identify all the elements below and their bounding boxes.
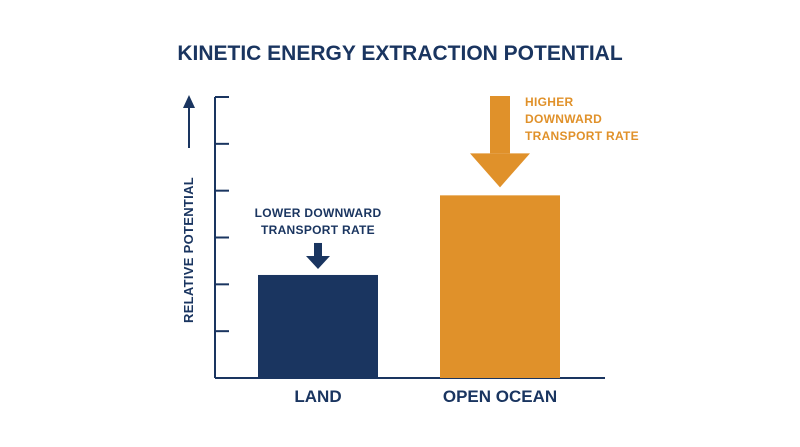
category-label-open-ocean: OPEN OCEAN: [443, 387, 557, 406]
y-axis-label: RELATIVE POTENTIAL: [181, 177, 196, 323]
chart-title: KINETIC ENERGY EXTRACTION POTENTIAL: [177, 42, 622, 65]
annotation-text-open-ocean: TRANSPORT RATE: [525, 129, 639, 143]
bar-land: [258, 274, 378, 378]
annotation-arrowhead-land: [306, 255, 330, 269]
bars: [258, 195, 560, 378]
category-label-land: LAND: [294, 387, 341, 406]
category-labels: LAND OPEN OCEAN: [294, 387, 557, 406]
annotation-arrow-open-ocean: [490, 96, 510, 154]
annotation-text-open-ocean: HIGHER: [525, 95, 574, 109]
annotation-text-land: LOWER DOWNWARD: [255, 206, 382, 220]
y-axis-direction-arrow: [183, 95, 195, 148]
annotation-text-open-ocean: DOWNWARD: [525, 112, 602, 126]
annotations: LOWER DOWNWARD TRANSPORT RATE HIGHER DOWNWA…: [255, 95, 639, 269]
annotation-arrowhead-open-ocean: [470, 153, 530, 188]
bar-open-ocean: [440, 195, 560, 378]
annotation-arrow-land: [314, 242, 322, 257]
y-axis-ticks: [215, 96, 229, 333]
annotation-text-land: TRANSPORT RATE: [261, 223, 375, 237]
